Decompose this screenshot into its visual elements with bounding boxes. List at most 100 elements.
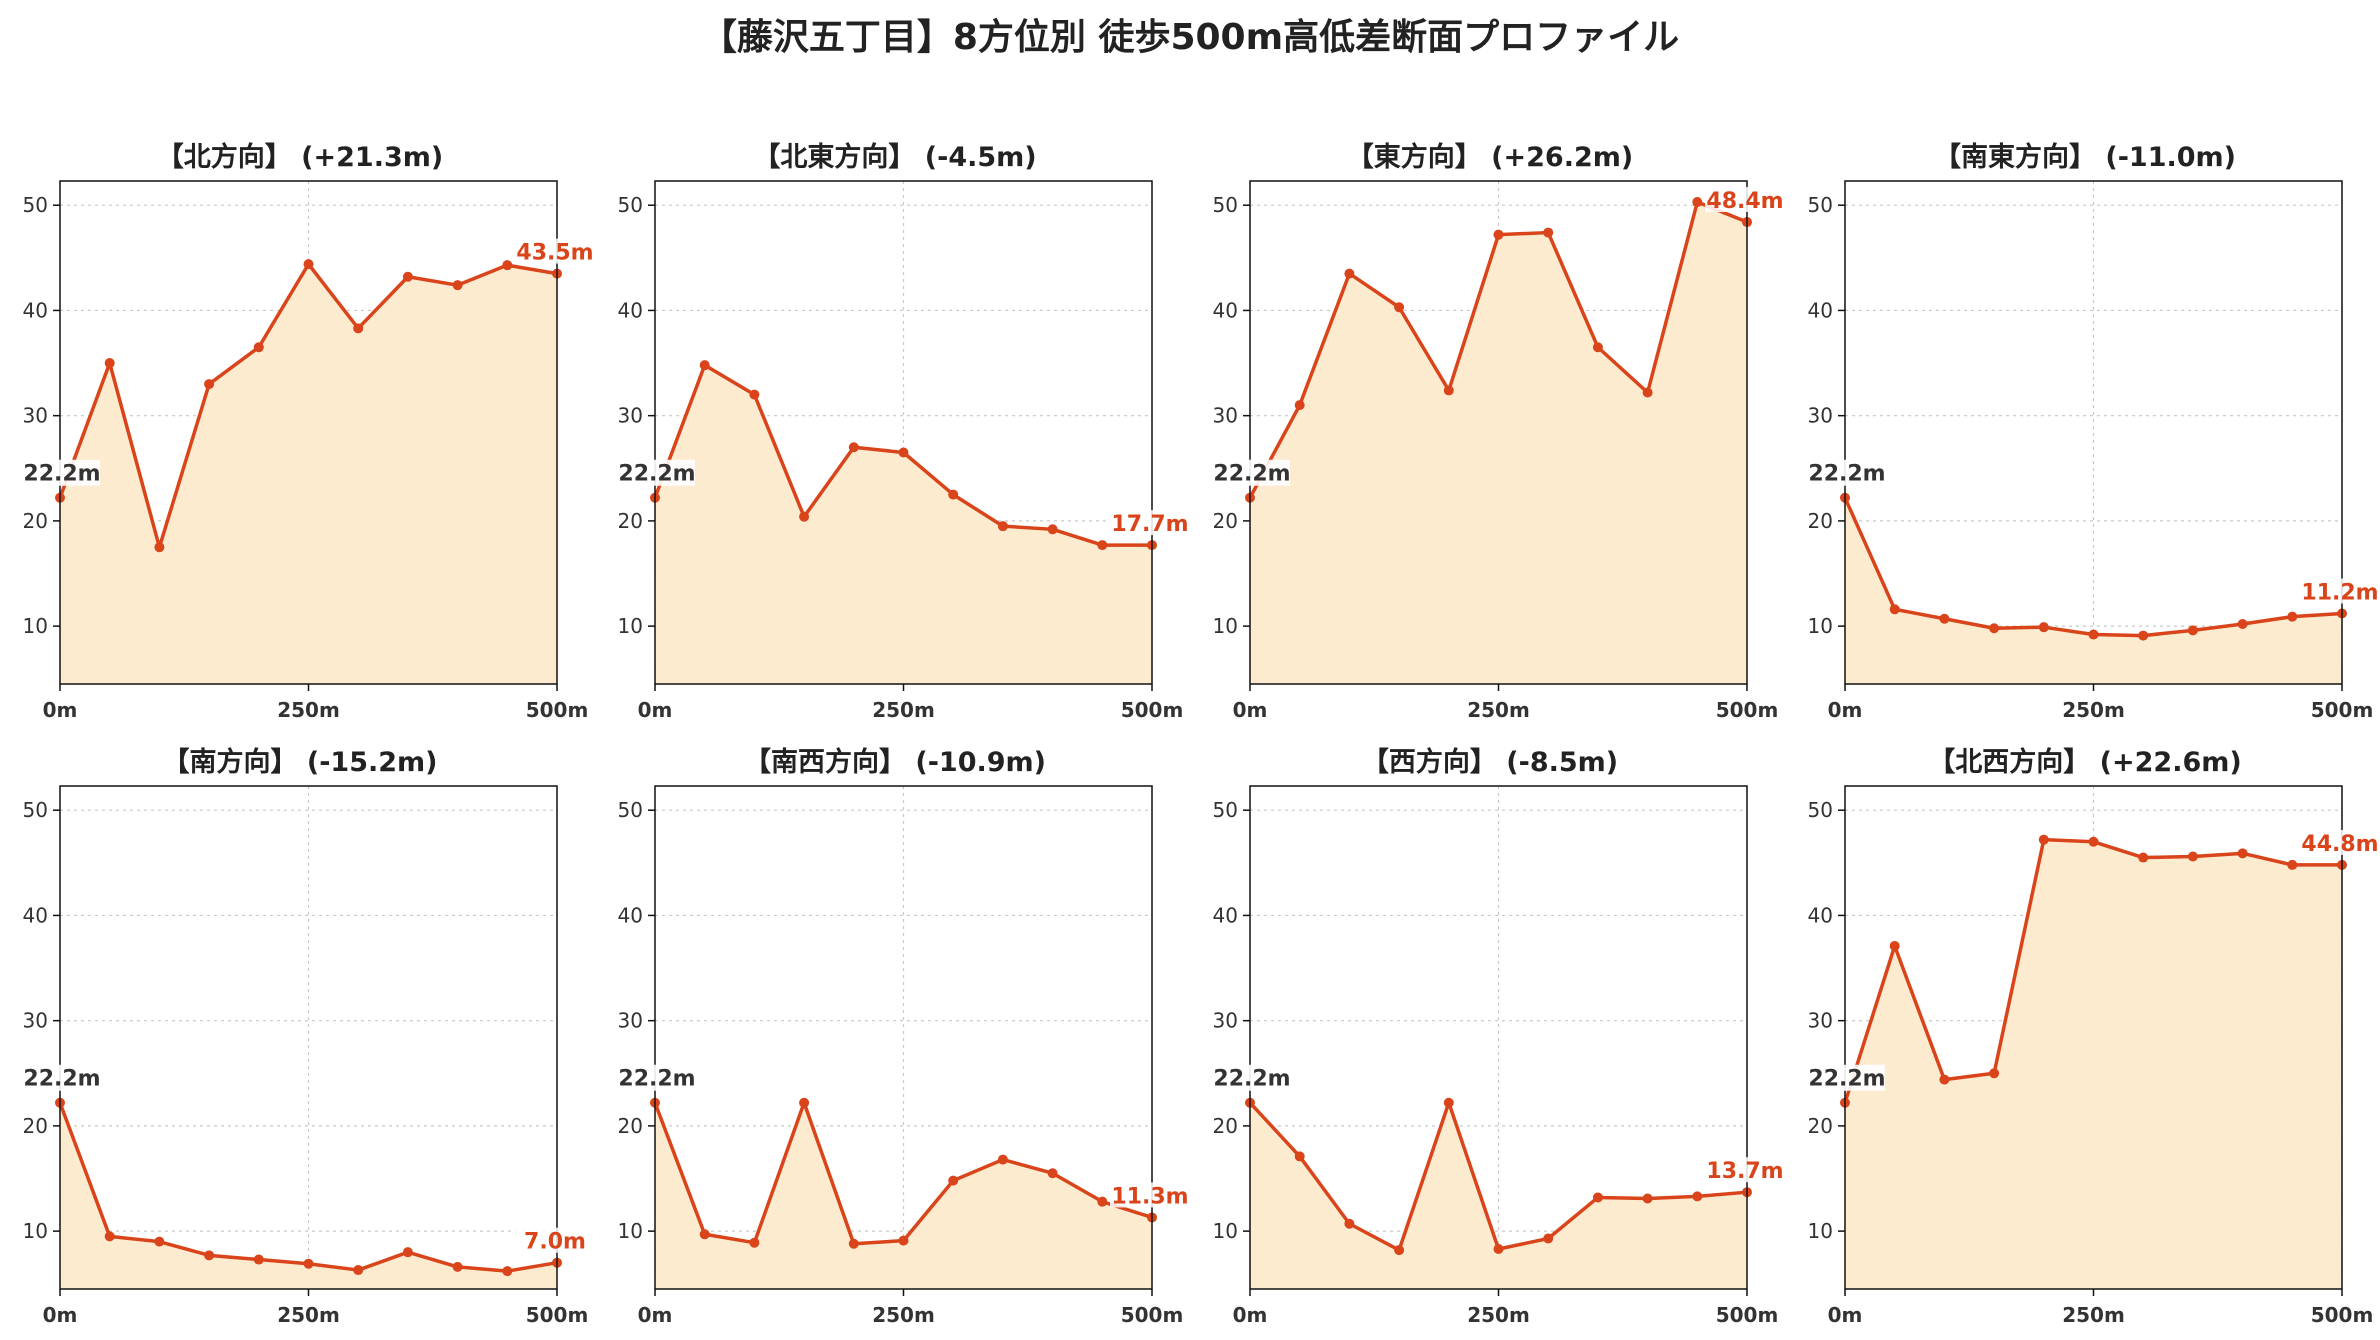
- data-point: [1493, 1244, 1504, 1255]
- y-tick-label: 10: [23, 1219, 48, 1243]
- data-point: [699, 360, 710, 371]
- data-point: [353, 1265, 364, 1276]
- start-elevation-label: 22.2m: [1213, 1064, 1291, 1092]
- start-label-background: [24, 459, 100, 486]
- panel-northwest: 【北西方向】 (+22.6m) 10 20 30 40 50 0m 250m 500m 22.2…: [1785, 740, 2380, 1340]
- panel-title: 【西方向】 (-8.5m): [1361, 747, 1619, 778]
- data-point: [1592, 342, 1603, 353]
- panel-southeast: 【南東方向】 (-11.0m) 10 20 30 40 50 0m 250m 500m 22.2…: [1785, 135, 2380, 735]
- data-point: [154, 1236, 165, 1247]
- data-point: [848, 1238, 859, 1249]
- end-label-text: 13.7m: [1706, 1159, 1783, 1184]
- y-tick-label: 40: [618, 298, 643, 322]
- y-tick-label: 20: [23, 509, 48, 533]
- end-label-text: 17.7m: [1111, 512, 1188, 537]
- end-label-background: [1705, 1157, 1787, 1183]
- data-point: [1443, 385, 1454, 396]
- y-tick-label: 30: [618, 1009, 643, 1033]
- data-point: [948, 1175, 959, 1186]
- panel-title: 【南東方向】 (-11.0m): [1933, 142, 2237, 173]
- panel-southwest: 【南西方向】 (-10.9m) 10 20 30 40 50 0m 250m 500m 22.2…: [595, 740, 1195, 1340]
- start-elevation-label: 22.2m: [23, 459, 101, 487]
- start-label-background: [1214, 1064, 1290, 1091]
- data-point: [402, 1247, 413, 1258]
- data-point: [452, 280, 463, 291]
- end-label-text: 48.4m: [1706, 189, 1783, 214]
- start-label-background: [619, 1064, 695, 1091]
- data-point: [749, 1237, 760, 1248]
- data-point: [799, 1097, 810, 1108]
- data-point: [402, 271, 413, 282]
- start-label-text: 22.2m: [618, 1067, 695, 1092]
- elevation-area: [655, 1102, 1152, 1289]
- start-label-background: [1809, 1064, 1885, 1091]
- data-point: [997, 1154, 1008, 1165]
- data-point: [154, 542, 165, 553]
- end-elevation-label: 44.8m: [2300, 829, 2380, 857]
- x-tick-label: 500m: [526, 1303, 589, 1327]
- end-elevation-label: 13.7m: [1705, 1157, 1787, 1184]
- data-point: [104, 358, 115, 369]
- x-tick-label: 250m: [2062, 698, 2125, 722]
- data-point: [799, 511, 810, 522]
- start-label-text: 22.2m: [23, 462, 100, 487]
- x-tick-label: 500m: [526, 698, 589, 722]
- data-point: [1047, 1168, 1058, 1179]
- data-point: [1692, 197, 1703, 208]
- elevation-area: [1250, 202, 1747, 684]
- data-point: [2088, 629, 2099, 640]
- x-tick-label: 0m: [43, 698, 78, 722]
- start-label-text: 22.2m: [23, 1067, 100, 1092]
- start-label-text: 22.2m: [1213, 1067, 1290, 1092]
- data-point: [1989, 1068, 2000, 1079]
- end-label-background: [1110, 1182, 1192, 1208]
- y-tick-label: 30: [618, 404, 643, 428]
- panel-title: 【南西方向】 (-10.9m): [743, 747, 1047, 778]
- y-tick-label: 40: [1213, 298, 1238, 322]
- x-tick-label: 250m: [2062, 1303, 2125, 1327]
- y-tick-label: 10: [1808, 614, 1833, 638]
- elevation-area: [60, 1102, 557, 1289]
- x-tick-label: 500m: [1121, 1303, 1184, 1327]
- y-tick-label: 20: [1213, 509, 1238, 533]
- x-tick-label: 250m: [872, 1303, 935, 1327]
- end-label-background: [515, 238, 597, 264]
- start-elevation-label: 22.2m: [1808, 459, 1886, 487]
- data-point: [749, 389, 760, 400]
- x-tick-label: 500m: [2311, 698, 2374, 722]
- y-tick-label: 40: [23, 298, 48, 322]
- end-label-text: 7.0m: [524, 1230, 586, 1255]
- y-tick-label: 30: [1808, 404, 1833, 428]
- end-label-background: [1705, 187, 1787, 213]
- figure-title: 【藤沢五丁目】8方位別 徒歩500m高低差断面プロファイル: [700, 17, 1680, 58]
- y-tick-label: 50: [1213, 193, 1238, 217]
- start-label-background: [24, 1064, 100, 1091]
- y-tick-label: 40: [1213, 903, 1238, 927]
- x-tick-label: 0m: [638, 698, 673, 722]
- data-point: [104, 1231, 115, 1242]
- data-point: [1889, 604, 1900, 615]
- data-point: [2187, 625, 2198, 636]
- end-elevation-label: 11.2m: [2300, 578, 2380, 605]
- y-tick-label: 50: [23, 798, 48, 822]
- data-point: [898, 447, 909, 458]
- y-tick-label: 10: [23, 614, 48, 638]
- y-tick-label: 10: [618, 614, 643, 638]
- elevation-area: [1845, 839, 2342, 1289]
- start-label-text: 22.2m: [1808, 462, 1885, 487]
- start-label-text: 22.2m: [1213, 462, 1290, 487]
- start-label-text: 22.2m: [1808, 1067, 1885, 1092]
- data-point: [2138, 852, 2149, 863]
- y-tick-label: 50: [1808, 798, 1833, 822]
- x-tick-label: 0m: [1233, 698, 1268, 722]
- data-point: [848, 442, 859, 453]
- y-tick-label: 50: [618, 798, 643, 822]
- data-point: [2237, 619, 2248, 630]
- data-point: [2038, 622, 2049, 633]
- data-point: [353, 323, 364, 334]
- panel-title: 【北方向】 (+21.3m): [156, 142, 444, 173]
- end-elevation-label: 48.4m: [1705, 187, 1787, 214]
- data-point: [1543, 227, 1554, 238]
